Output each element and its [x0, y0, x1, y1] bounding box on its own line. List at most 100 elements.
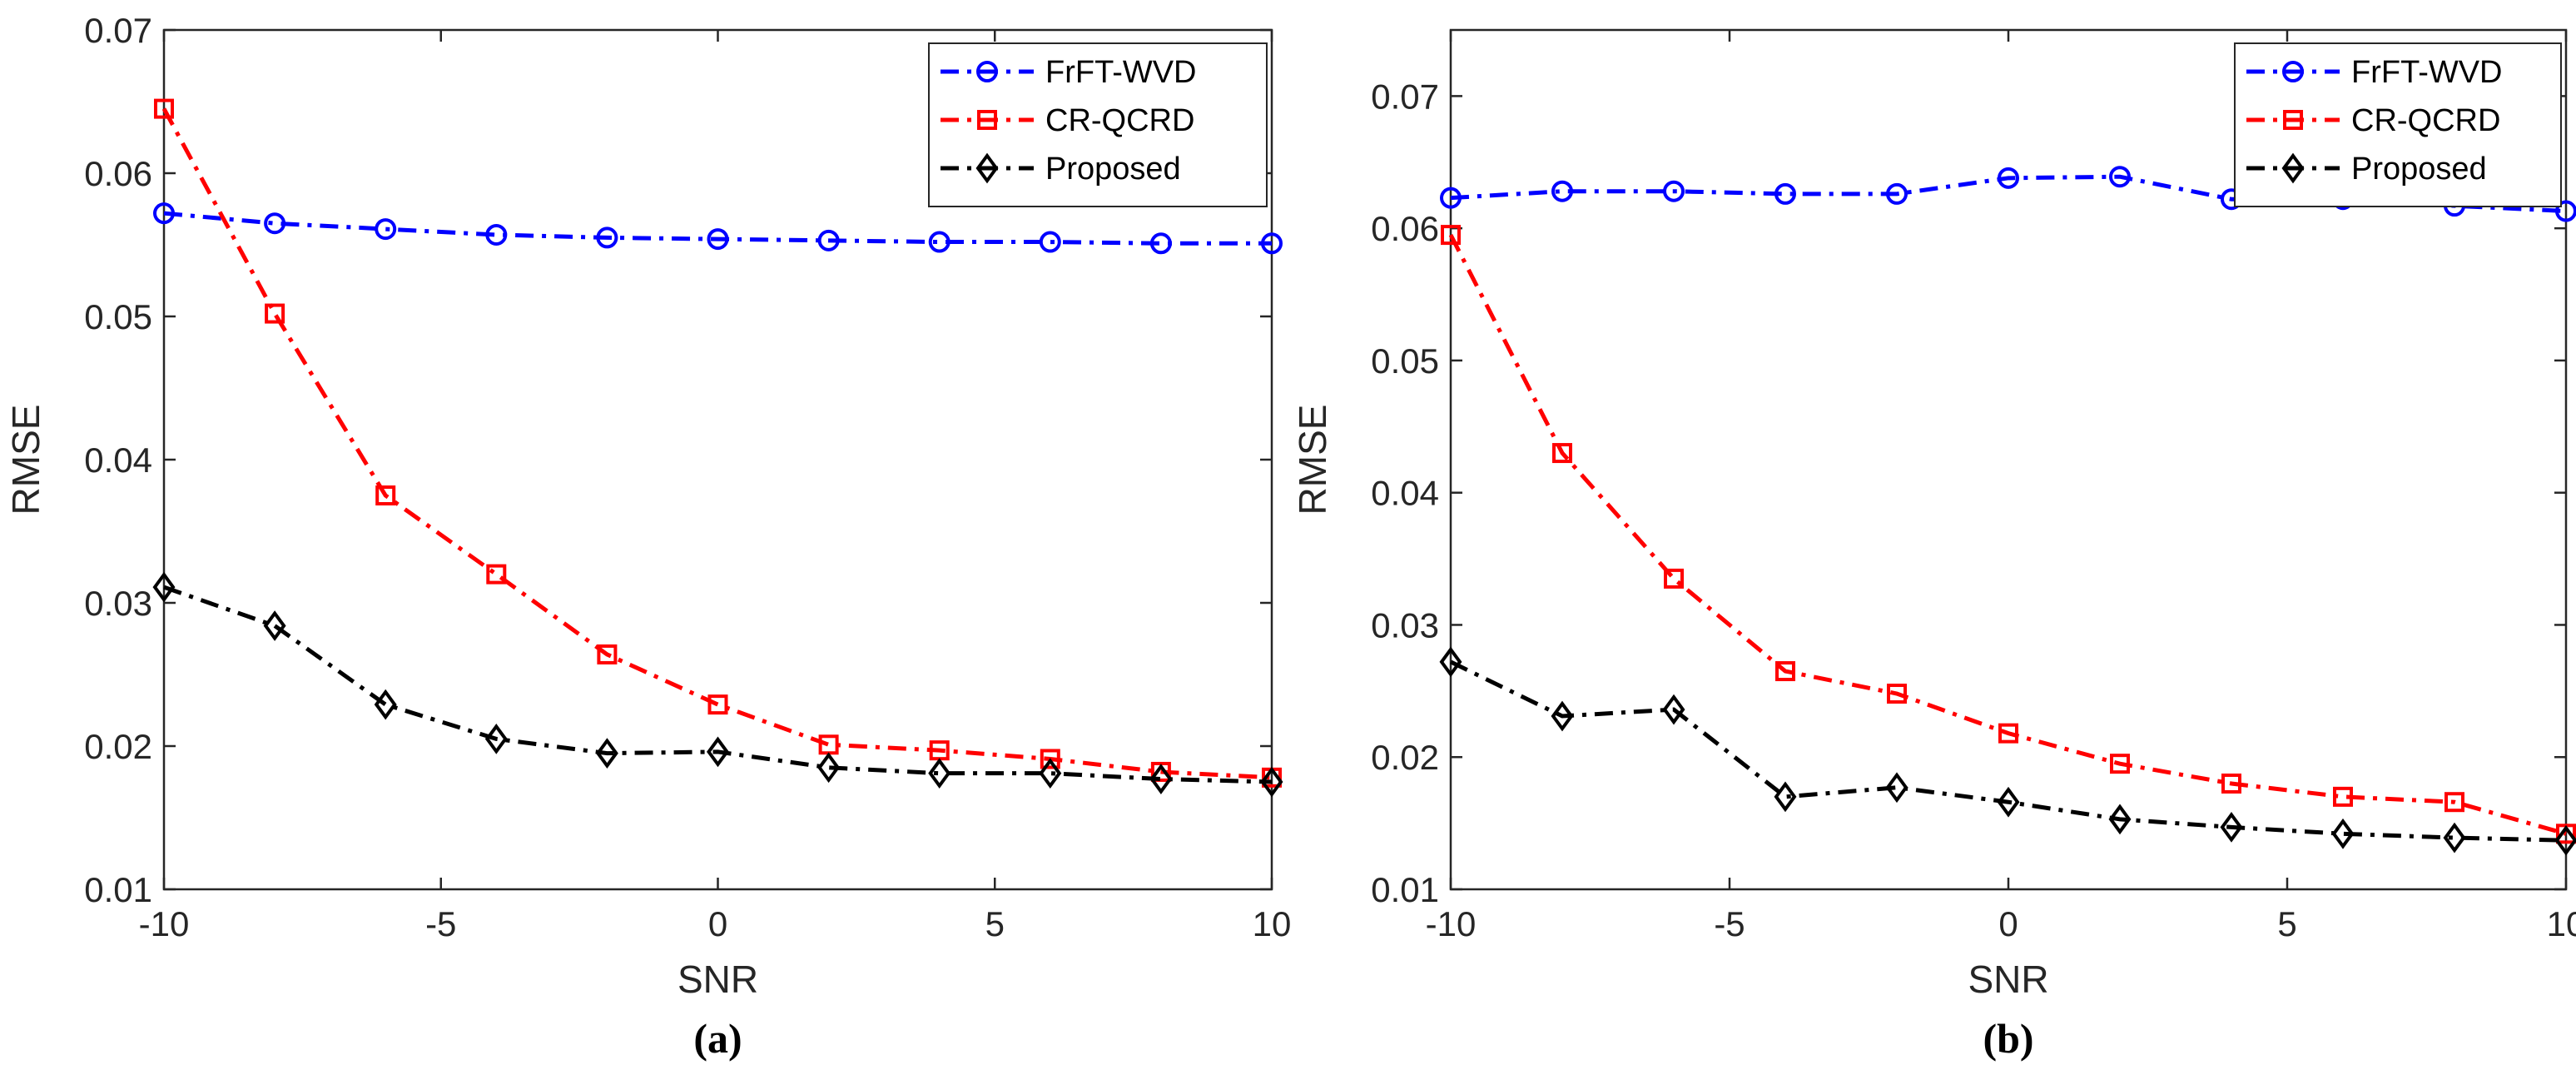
y-tick-label: 0.04 [84, 440, 152, 480]
marker-frft_wvd-4 [1886, 182, 1908, 205]
chart-caption: (a) [693, 1015, 742, 1062]
x-tick-label: -10 [1426, 904, 1477, 943]
y-tick-label: 0.02 [84, 727, 152, 766]
marker-legend-proposed-2 [975, 152, 999, 184]
marker-proposed-5 [707, 736, 729, 768]
marker-proposed-7 [2220, 811, 2243, 843]
marker-cr_qcrd-1 [1552, 443, 1572, 464]
marker-cr_qcrd-3 [1775, 661, 1795, 682]
y-tick-label: 0.07 [1371, 77, 1439, 116]
marker-frft_wvd-1 [1551, 180, 1573, 202]
marker-cr_qcrd-6 [2110, 754, 2130, 774]
x-tick-label: -5 [425, 904, 456, 943]
marker-frft_wvd-6 [817, 229, 840, 251]
x-tick-label: 10 [2547, 904, 2576, 943]
marker-legend-cr_qcrd-1 [2283, 110, 2303, 130]
y-axis-title: RMSE [4, 405, 47, 515]
x-tick-label: -10 [139, 904, 190, 943]
x-tick-label: 5 [2277, 904, 2296, 943]
legend-label-cr_qcrd: CR-QCRD [1045, 103, 1194, 138]
marker-cr_qcrd-2 [1664, 568, 1684, 589]
marker-cr_qcrd-9 [2444, 792, 2464, 813]
marker-frft_wvd-4 [596, 226, 618, 249]
marker-frft_wvd-5 [707, 228, 729, 251]
marker-cr_qcrd-4 [597, 644, 618, 664]
legend-label-proposed: Proposed [2351, 152, 2487, 187]
marker-cr_qcrd-7 [2221, 773, 2241, 794]
marker-frft_wvd-8 [1039, 231, 1061, 253]
y-tick-label: 0.04 [1371, 474, 1439, 513]
marker-proposed-8 [2331, 818, 2355, 849]
marker-proposed-9 [1149, 764, 1173, 794]
y-tick-label: 0.01 [84, 870, 152, 909]
marker-proposed-6 [817, 752, 841, 784]
marker-proposed-4 [1885, 772, 1908, 804]
legend-label-proposed: Proposed [1045, 152, 1181, 187]
legend-label-cr_qcrd: CR-QCRD [2351, 103, 2500, 138]
legend: FrFT-WVD CR-QCRD Proposed [2234, 42, 2562, 207]
marker-frft_wvd-3 [485, 223, 508, 246]
series-line-frft_wvd [1450, 174, 2567, 214]
y-tick-label: 0.06 [1371, 209, 1439, 248]
marker-proposed-3 [1774, 781, 1797, 813]
chart-a: 0.01 0.02 0.03 0.04 0.05 0.06 0.07 -10 -5 0 5 10 SNR… [4, 11, 1291, 1062]
marker-frft_wvd-3 [1774, 182, 1796, 205]
marker-proposed-10 [2554, 824, 2576, 856]
marker-cr_qcrd-5 [707, 694, 728, 715]
series-line-proposed [163, 585, 1273, 784]
x-axis-title: SNR [1968, 958, 2048, 1001]
marker-cr_qcrd-0 [154, 98, 174, 119]
y-tick-label: 0.07 [84, 11, 152, 50]
marker-proposed-10 [1260, 766, 1283, 798]
marker-cr_qcrd-4 [1887, 684, 1907, 704]
marker-frft_wvd-2 [375, 218, 397, 241]
series-line-cr_qcrd [1448, 233, 2567, 836]
series-line-frft_wvd [163, 211, 1272, 246]
marker-frft_wvd-5 [1998, 167, 2019, 189]
x-tick-label: 5 [985, 904, 1005, 943]
marker-proposed-5 [1997, 786, 2020, 818]
marker-cr_qcrd-0 [1441, 225, 1461, 246]
series-line-cr_qcrd [161, 107, 1273, 780]
marker-cr_qcrd-9 [1150, 761, 1171, 782]
marker-proposed-8 [1039, 758, 1062, 789]
marker-proposed-2 [374, 689, 397, 720]
marker-legend-frft_wvd-0 [2282, 61, 2304, 82]
y-tick-label: 0.02 [1371, 738, 1439, 777]
y-tick-label: 0.05 [1371, 341, 1439, 381]
series-line-proposed [1449, 659, 2567, 843]
marker-proposed-2 [1662, 694, 1685, 725]
marker-proposed-7 [928, 758, 951, 789]
legend-label-frft_wvd: FrFT-WVD [1045, 55, 1197, 90]
chart-b: 0.01 0.02 0.03 0.04 0.05 0.06 0.07 -10 -5 0 5 10 SNR… [1291, 28, 2576, 1062]
marker-proposed-4 [595, 738, 618, 769]
legend-label-frft_wvd: FrFT-WVD [2351, 55, 2503, 90]
x-tick-label: 0 [708, 904, 727, 943]
y-tick-label: 0.05 [84, 297, 152, 336]
marker-cr_qcrd-3 [486, 564, 507, 585]
marker-frft_wvd-0 [153, 202, 175, 225]
x-tick-label: -5 [1714, 904, 1745, 943]
x-tick-label: 0 [1998, 904, 2018, 943]
y-tick-label: 0.06 [84, 154, 152, 193]
marker-cr_qcrd-5 [1998, 723, 2018, 744]
y-tick-label: 0.03 [84, 584, 152, 623]
marker-proposed-1 [1551, 700, 1574, 732]
marker-frft_wvd-10 [2555, 200, 2576, 222]
marker-proposed-1 [263, 610, 286, 641]
x-axis-title: SNR [678, 958, 758, 1001]
y-axis-title: RMSE [1291, 405, 1334, 515]
marker-cr_qcrd-1 [265, 303, 285, 324]
marker-proposed-0 [1439, 646, 1462, 678]
marker-proposed-0 [152, 571, 176, 603]
marker-proposed-6 [2108, 804, 2132, 835]
x-tick-label: 10 [1253, 904, 1292, 943]
y-tick-label: 0.01 [1371, 870, 1439, 909]
legend: FrFT-WVD CR-QCRD Proposed [928, 42, 1268, 207]
chart-caption: (b) [1983, 1015, 2033, 1062]
marker-frft_wvd-2 [1663, 180, 1685, 202]
marker-frft_wvd-6 [2109, 166, 2131, 188]
marker-frft_wvd-0 [1440, 187, 1462, 209]
marker-frft_wvd-9 [1149, 232, 1172, 255]
